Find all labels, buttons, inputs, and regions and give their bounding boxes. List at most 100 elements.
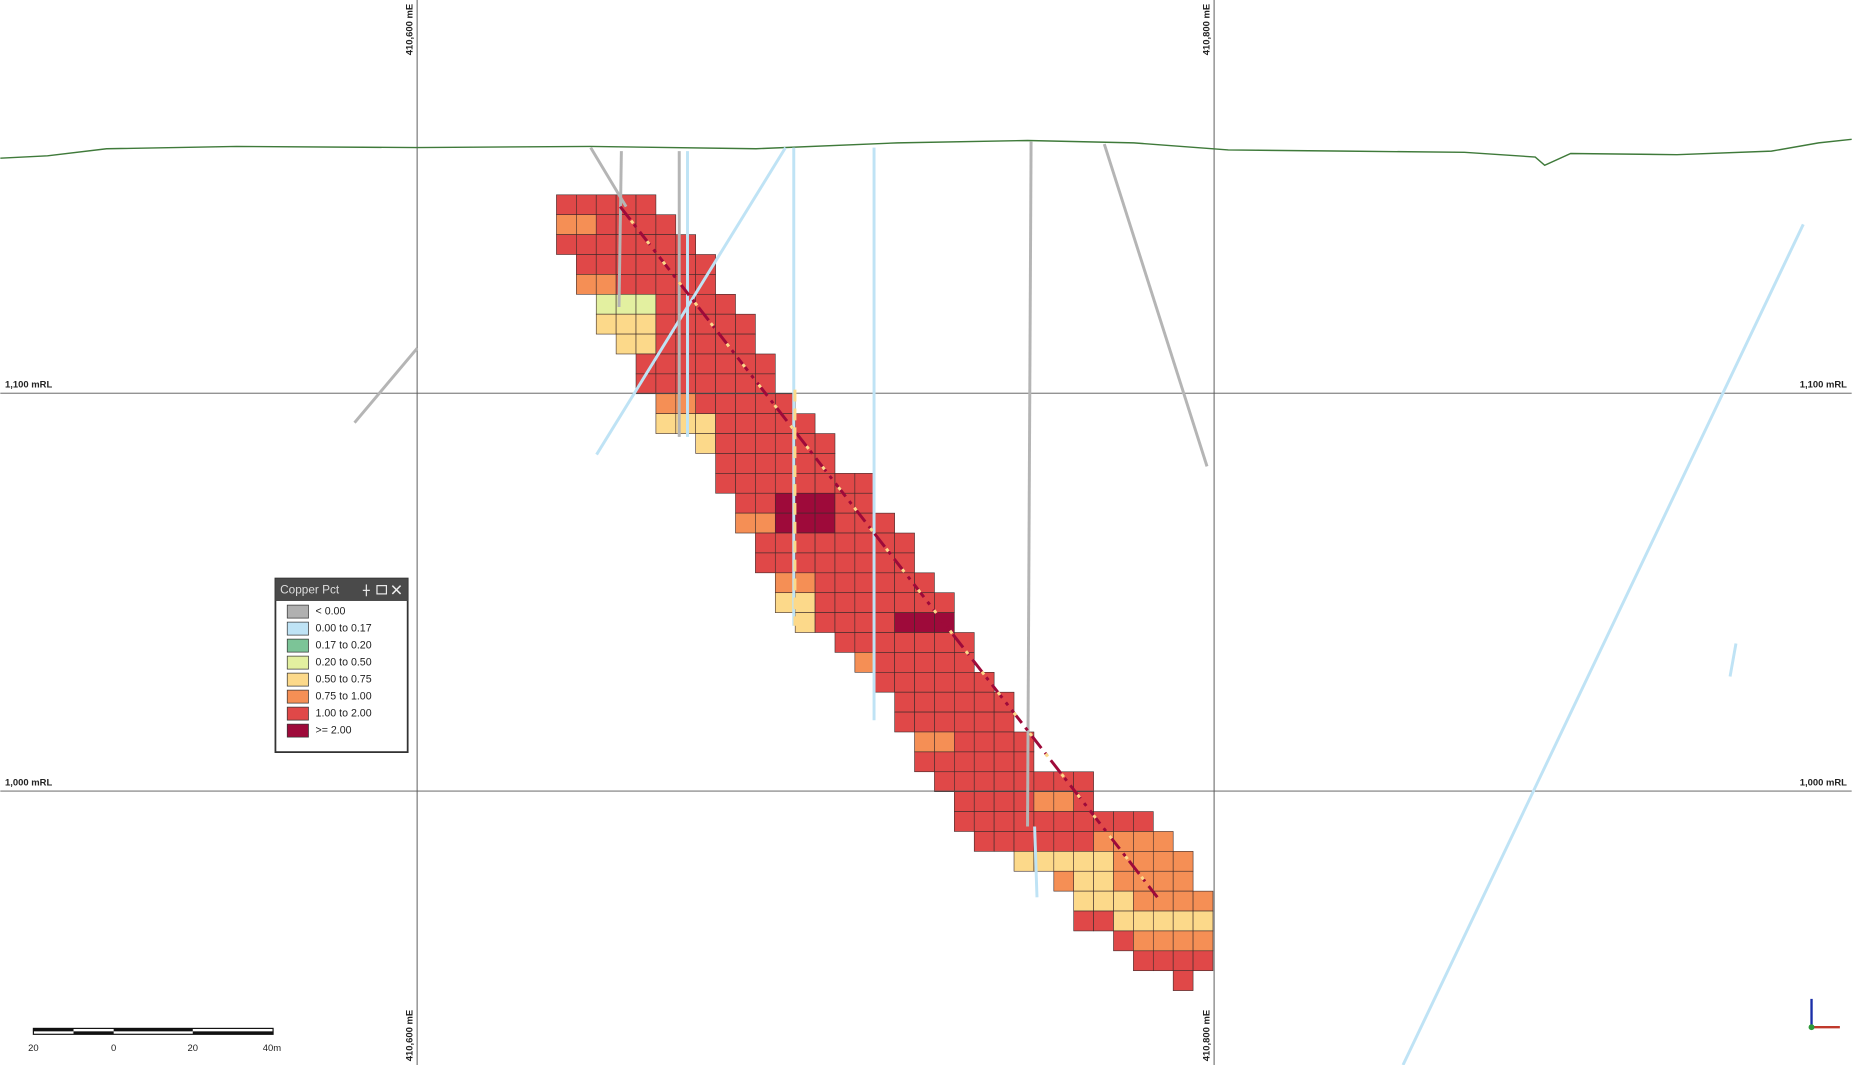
block bbox=[556, 194, 577, 216]
block bbox=[973, 711, 995, 733]
drillhole bbox=[1026, 141, 1033, 827]
drillhole bbox=[1401, 223, 1805, 1065]
elevation-label: 1,100 mRL bbox=[1800, 379, 1847, 390]
block bbox=[1033, 831, 1055, 852]
block bbox=[874, 632, 895, 653]
block bbox=[635, 313, 657, 335]
block bbox=[774, 473, 796, 494]
block bbox=[735, 492, 756, 514]
block bbox=[934, 652, 955, 673]
legend-label: 0.50 to 0.75 bbox=[316, 673, 372, 685]
block bbox=[1172, 851, 1194, 872]
axis-triad bbox=[1808, 998, 1840, 1031]
block bbox=[954, 791, 975, 812]
block bbox=[973, 691, 995, 713]
block bbox=[874, 592, 895, 613]
block bbox=[576, 214, 597, 235]
legend-label: 0.75 to 1.00 bbox=[316, 690, 372, 702]
legend-label: 0.17 to 0.20 bbox=[316, 639, 372, 651]
block bbox=[576, 254, 597, 275]
block bbox=[814, 612, 836, 633]
block bbox=[934, 632, 955, 653]
block bbox=[834, 532, 856, 554]
block bbox=[755, 353, 776, 375]
close-icon bbox=[391, 585, 402, 595]
block bbox=[774, 532, 796, 554]
block bbox=[1013, 811, 1035, 832]
block bbox=[1172, 910, 1194, 932]
legend-swatch bbox=[286, 604, 309, 619]
drillhole bbox=[595, 146, 787, 456]
topography bbox=[0, 138, 1852, 167]
block bbox=[1133, 831, 1154, 852]
block bbox=[755, 473, 776, 494]
block bbox=[595, 293, 617, 315]
block bbox=[695, 393, 716, 414]
block bbox=[794, 473, 816, 494]
close-button[interactable] bbox=[391, 585, 402, 595]
block bbox=[576, 234, 597, 255]
block bbox=[954, 731, 975, 753]
block bbox=[993, 711, 1015, 733]
legend-label: 0.20 to 0.50 bbox=[316, 656, 372, 668]
legend-items: < 0.00 0.00 to 0.17 0.17 to 0.20 0.20 to 0.… bbox=[286, 604, 372, 738]
block bbox=[1073, 890, 1094, 912]
block bbox=[1033, 771, 1055, 792]
block bbox=[1013, 831, 1035, 852]
block bbox=[973, 831, 995, 852]
block bbox=[1013, 791, 1035, 812]
axis-y bbox=[1808, 1024, 1815, 1031]
block bbox=[874, 652, 895, 673]
block bbox=[735, 413, 756, 434]
drillhole bbox=[617, 151, 623, 308]
block bbox=[715, 453, 736, 474]
block bbox=[834, 592, 856, 613]
block bbox=[774, 552, 796, 574]
block bbox=[914, 612, 935, 633]
scale-label: 40m bbox=[263, 1043, 281, 1054]
drillhole bbox=[1728, 643, 1738, 677]
pin-button[interactable] bbox=[361, 584, 372, 597]
scale-bar-segment bbox=[113, 1028, 193, 1032]
scale-bar-segment bbox=[33, 1028, 74, 1032]
block bbox=[1172, 870, 1194, 892]
block bbox=[735, 512, 756, 534]
legend-label: 1.00 to 2.00 bbox=[316, 707, 372, 719]
block bbox=[1053, 851, 1075, 872]
block bbox=[615, 333, 637, 355]
grid-labels: 410,600 mE 410,600 mE 410,800 mE 410,800… bbox=[5, 4, 1847, 1061]
block bbox=[556, 234, 577, 255]
block bbox=[954, 771, 975, 792]
block bbox=[1133, 950, 1154, 972]
block bbox=[615, 313, 637, 335]
block bbox=[774, 433, 796, 454]
block bbox=[894, 532, 915, 554]
block bbox=[794, 492, 816, 514]
block bbox=[814, 433, 836, 454]
legend-header bbox=[275, 578, 408, 601]
block bbox=[973, 672, 995, 693]
block bbox=[1113, 930, 1134, 952]
legend-swatch bbox=[286, 638, 309, 653]
block bbox=[794, 552, 816, 574]
block bbox=[715, 373, 736, 395]
block bbox=[1133, 811, 1154, 832]
block bbox=[834, 552, 856, 574]
block bbox=[934, 672, 955, 693]
block bbox=[1073, 870, 1094, 892]
block bbox=[655, 214, 677, 235]
block bbox=[874, 672, 895, 693]
block bbox=[1113, 811, 1134, 832]
scale-bar-segment bbox=[192, 1031, 274, 1035]
block bbox=[1053, 811, 1075, 832]
block bbox=[973, 751, 995, 773]
block bbox=[973, 771, 995, 792]
legend-label: < 0.00 bbox=[316, 605, 346, 617]
block bbox=[914, 652, 935, 673]
block bbox=[794, 532, 816, 554]
restore-button[interactable] bbox=[376, 585, 388, 595]
block bbox=[755, 413, 776, 434]
block bbox=[774, 592, 796, 613]
block bbox=[595, 274, 617, 295]
